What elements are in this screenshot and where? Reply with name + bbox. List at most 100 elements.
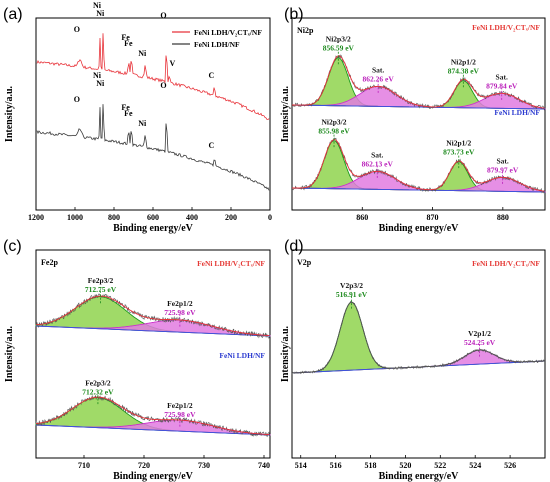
x-axis-title-b: Binding energy/eV [379, 223, 460, 234]
peak-energy-label: 712.32 eV [82, 388, 114, 397]
panel-title-b: Ni2p [297, 26, 314, 35]
peak-name-label: V2p1/2 [468, 329, 491, 338]
peak-name-label: Ni2p1/2 [451, 58, 476, 67]
peak-energy-label: 862.26 eV [363, 74, 395, 83]
survey-peak-label: O [160, 11, 166, 20]
peak-name-label: Sat. [372, 65, 384, 74]
x-tick-label-a: 1000 [67, 213, 83, 222]
peak-name-label: Fe2p1/2 [167, 401, 193, 410]
peak-name-label: Fe2p3/2 [88, 276, 114, 285]
panel-title-c: Fe2p [41, 258, 58, 267]
x-tick-label-d: 522 [434, 461, 446, 470]
peak-energy-label: 874.38 eV [448, 67, 480, 76]
legend-entry-1: FeNi LDH/NF [194, 40, 240, 49]
fit-envelope [292, 301, 545, 374]
fit-envelope [36, 396, 270, 436]
peak-energy-label: 873.73 eV [443, 148, 475, 157]
survey-peak-label: O [160, 81, 166, 90]
y-axis-title-d: Intensity/a.u. [280, 325, 291, 382]
x-tick-label-c: 710 [78, 461, 90, 470]
peak-name-label: Sat. [371, 150, 383, 159]
peak-name-label: Ni2p1/2 [446, 139, 471, 148]
x-tick-label-d: 516 [330, 461, 342, 470]
peak-energy-label: 524.25 eV [464, 338, 496, 347]
peak-name-label: Ni2p3/2 [326, 35, 351, 44]
survey-peak-label: Fe [121, 33, 130, 42]
x-tick-label-b: 880 [497, 213, 509, 222]
peak-name-label: Sat. [496, 156, 508, 165]
survey-peak-label: O [74, 95, 80, 104]
peak-energy-label: 856.59 eV [323, 44, 355, 53]
survey-peak-label: C [209, 71, 215, 80]
survey-peak-label: O [74, 25, 80, 34]
sample-name-label: FeNi LDH/NF [494, 108, 540, 117]
survey-peak-label: Fe [124, 109, 133, 118]
peak-energy-label: 879.97 eV [487, 165, 519, 174]
peak-name-label: Fe2p1/2 [167, 299, 193, 308]
panel-title-d: V2p [297, 258, 312, 267]
background-line [35, 424, 271, 436]
x-tick-label-d: 526 [504, 461, 516, 470]
x-tick-label-a: 600 [147, 213, 159, 222]
peak-name-label: Ni2p3/2 [322, 118, 347, 127]
survey-peak-label: Ni [138, 119, 147, 128]
survey-peak-label: Ni [93, 71, 102, 80]
sample-name-label: FeNi LDH/V₂CTₓ/NF [472, 259, 540, 268]
panel-label-c: (c) [3, 238, 22, 255]
peak-energy-label: 862.13 eV [362, 159, 394, 168]
peak-energy-label: 725.98 eV [164, 410, 196, 419]
survey-peak-label: V [169, 59, 175, 68]
panel-label-a: (a) [3, 6, 23, 23]
x-tick-label-d: 520 [399, 461, 411, 470]
peak-energy-label: 879.84 eV [486, 81, 518, 90]
x-tick-label-b: 870 [427, 213, 439, 222]
x-axis-title-c: Binding energy/eV [113, 471, 194, 482]
survey-peak-label: Ni [96, 79, 105, 88]
background-line [35, 325, 271, 337]
plot-frame-d [291, 249, 546, 459]
legend-entry-0: FeNi LDH/V₂CTₓ/NF [194, 28, 262, 37]
x-axis-title-a: Binding energy/eV [113, 223, 194, 234]
peak-energy-label: 516.91 eV [336, 290, 368, 299]
x-tick-label-c: 720 [138, 461, 150, 470]
survey-peak-label: Ni [93, 1, 102, 10]
x-tick-label-a: 800 [108, 213, 120, 222]
x-tick-label-a: 200 [225, 213, 237, 222]
peak-energy-label: 725.98 eV [164, 308, 196, 317]
plot-frame-c [35, 249, 271, 459]
survey-spectrum-1 [36, 104, 270, 191]
x-tick-label-b: 860 [356, 213, 368, 222]
sample-name-label: FeNi LDH/NF [219, 351, 265, 360]
sample-name-label: FeNi LDH/V₂CTₓ/NF [472, 23, 540, 32]
x-tick-label-a: 400 [186, 213, 198, 222]
survey-peaks [36, 33, 270, 191]
survey-peak-label: Ni [96, 9, 105, 18]
survey-peak-label: Fe [124, 39, 133, 48]
x-tick-label-c: 730 [198, 461, 210, 470]
peak-name-label: V2p3/2 [340, 281, 363, 290]
x-tick-label-a: 1200 [28, 213, 44, 222]
survey-peak-label: C [209, 141, 215, 150]
x-tick-label-d: 518 [365, 461, 377, 470]
panel-label-b: (b) [284, 6, 304, 23]
survey-spectrum-0 [36, 33, 270, 121]
peak-energy-label: 712.75 eV [85, 285, 117, 294]
y-axis-title-b: Intensity/a.u. [280, 85, 291, 142]
peak-name-label: Fe2p3/2 [85, 379, 111, 388]
fit-envelope [292, 55, 545, 109]
background-line [291, 187, 546, 193]
survey-peak-label: Ni [138, 49, 147, 58]
peak-energy-label: 855.98 eV [318, 127, 350, 136]
sample-name-label: FeNi LDH/V₂CTₓ/NF [197, 259, 265, 268]
y-axis-title-a: Intensity/a.u. [4, 85, 15, 142]
x-tick-label-d: 514 [295, 461, 307, 470]
x-axis-title-d: Binding energy/eV [379, 471, 460, 482]
x-tick-label-d: 524 [469, 461, 481, 470]
panel-label-d: (d) [284, 238, 304, 255]
